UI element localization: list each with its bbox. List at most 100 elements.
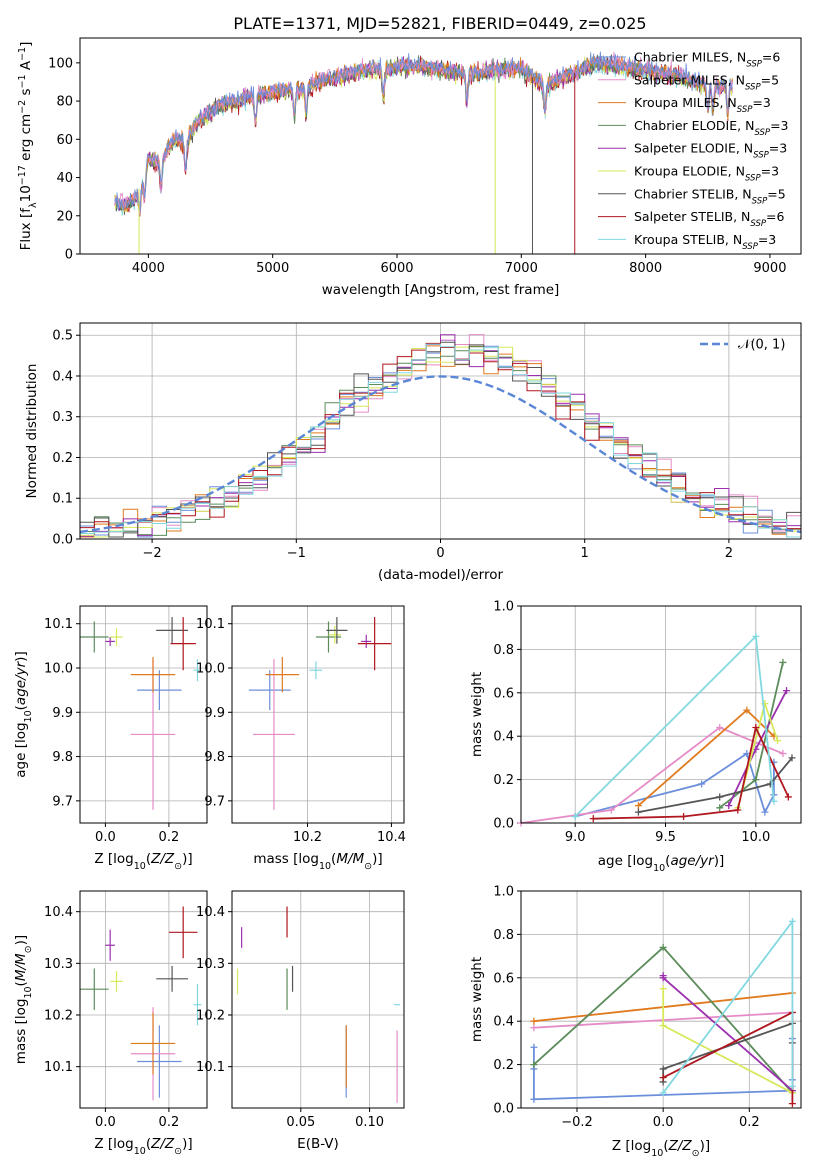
x-tick-label: 10.2 (293, 830, 322, 845)
axes-frame (231, 890, 405, 1109)
errorbar-point (193, 659, 202, 682)
series-marker (752, 724, 760, 732)
series-marker (634, 802, 642, 810)
series-marker (779, 658, 787, 666)
errorbar-point (105, 637, 115, 646)
series-marker (784, 793, 792, 801)
x-tick-label: 9000 (753, 261, 786, 276)
y-tick-label: 0.2 (493, 1058, 514, 1073)
y-tick-label: 10.4 (44, 905, 73, 920)
errorbar-point (193, 984, 202, 1026)
series-marker (530, 1017, 538, 1025)
legend-label: Salpeter MILES, NSSP=5 (634, 72, 779, 92)
errorbar-point (328, 625, 342, 644)
x-tick-label: 8000 (629, 261, 662, 276)
age-vs-Z-panel: 0.0 0.2 9.7 9.8 9.9 10.0 10.1 Z [log10(Z/Z⊙)] ag… (13, 605, 208, 872)
series-marker (530, 1024, 538, 1032)
series-marker (571, 812, 579, 820)
y-tick-label: 10.2 (44, 1009, 73, 1024)
series-marker (788, 1082, 796, 1090)
series-marker (659, 974, 667, 982)
series-marker (589, 815, 597, 823)
x-tick-label: 0.2 (159, 830, 180, 845)
axes-frame (520, 605, 802, 824)
x-axis-label: mass [log10(M/M⊙)] (253, 851, 382, 872)
series-marker (716, 793, 724, 801)
x-tick-label: 4000 (132, 261, 165, 276)
errorbar-point (309, 661, 323, 680)
x-tick-label: −1 (287, 546, 306, 561)
series-marker (659, 1065, 667, 1073)
y-axis-label: mass weight (469, 672, 485, 757)
series-marker (774, 737, 782, 745)
x-tick-label: 9.5 (655, 830, 676, 845)
x-axis-label: age [log10(age/yr)] (598, 853, 724, 874)
y-tick-label: 10.3 (44, 957, 73, 972)
y-tick-label: 0.4 (493, 1015, 514, 1030)
y-tick-label: 9.8 (204, 750, 225, 765)
y-tick-label: 10.1 (44, 1060, 73, 1075)
series-marker (634, 808, 642, 816)
x-tick-label: 0.2 (739, 1115, 760, 1130)
spectrum-line-chabrier-miles (114, 51, 733, 212)
series-marker (788, 1100, 796, 1108)
legend-label: Salpeter STELIB, NSSP=6 (634, 209, 784, 229)
axes-frame (520, 890, 802, 1109)
mass-vs-EBV-panel: 0.05 0.10 10.1 10.2 10.3 10.4 E(B-V) (196, 890, 405, 1152)
x-tick-label: −2 (143, 546, 162, 561)
y-tick-label: 9.8 (52, 750, 73, 765)
series-marker (659, 1089, 667, 1097)
axes-frame (79, 322, 802, 540)
x-tick-label: 5000 (256, 261, 289, 276)
histogram-salpeter-elodie (80, 334, 801, 537)
residuals-panel: −2 −1 0 1 2 0.0 0.1 0.2 0.3 0.4 0.5 𝒩(0, 1) (data-mo… (24, 322, 802, 583)
y-tick-label: 40 (56, 171, 73, 186)
series-marker (783, 687, 791, 695)
y-tick-label: 0.2 (493, 773, 514, 788)
errorbar-point (137, 1025, 182, 1098)
x-tick-label: 9.0 (565, 830, 586, 845)
x-tick-label: 0.10 (355, 1115, 384, 1130)
x-tick-label: 2 (725, 546, 733, 561)
legend-label: Chabrier MILES, NSSP=6 (634, 50, 780, 70)
series-marker (725, 802, 733, 810)
histogram-kroupa-stelib (80, 343, 801, 538)
y-axis-label: mass weight (469, 957, 485, 1042)
series-marker (716, 724, 724, 732)
errorbar-point (248, 670, 291, 711)
series-marker (734, 806, 742, 814)
errorbar-point (110, 971, 123, 992)
series-marker (761, 808, 769, 816)
series-marker (659, 943, 667, 951)
x-axis-label: Z [log10(Z/Z⊙)] (94, 1136, 192, 1157)
series-marker (716, 804, 724, 812)
massweight-vs-Z-panel: −0.2 0.0 0.2 0.0 0.2 0.4 0.6 0.8 1.0 Z [log10(Z/Z… (469, 885, 802, 1159)
x-axis-label: E(B-V) (297, 1136, 339, 1152)
y-tick-label: 0.1 (52, 492, 73, 507)
y-tick-label: 9.9 (52, 706, 73, 721)
errorbar-point (137, 670, 182, 711)
errorbar-point (168, 906, 198, 959)
series-marker (788, 754, 796, 762)
x-tick-label: 0.05 (286, 1115, 315, 1130)
errorbar-point (105, 929, 115, 961)
errorbar-point (156, 965, 188, 992)
axes-frame (79, 890, 208, 1109)
series-marker (779, 750, 787, 758)
legend-label: Chabrier STELIB, NSSP=5 (634, 186, 786, 206)
errorbar-point (357, 617, 392, 671)
x-axis-label: Z [log10(Z/Z⊙)] (612, 1138, 710, 1159)
y-tick-label: 0.5 (52, 329, 73, 344)
y-tick-label: 10.0 (44, 662, 73, 677)
y-tick-label: 0.8 (493, 928, 514, 943)
y-tick-label: 1.0 (493, 600, 514, 615)
legend-label: Kroupa ELODIE, NSSP=3 (634, 164, 779, 184)
legend-label: Chabrier ELODIE, NSSP=3 (634, 118, 789, 138)
series-marker (770, 797, 778, 805)
charts: 4000 5000 6000 7000 8000 9000020406080100wave… (13, 37, 802, 1159)
y-tick-label: 9.7 (204, 794, 225, 809)
histogram-salpeter-stelib (80, 342, 801, 530)
series-marker (752, 632, 760, 640)
axes-frame (231, 605, 405, 824)
errorbar-point (80, 621, 109, 653)
